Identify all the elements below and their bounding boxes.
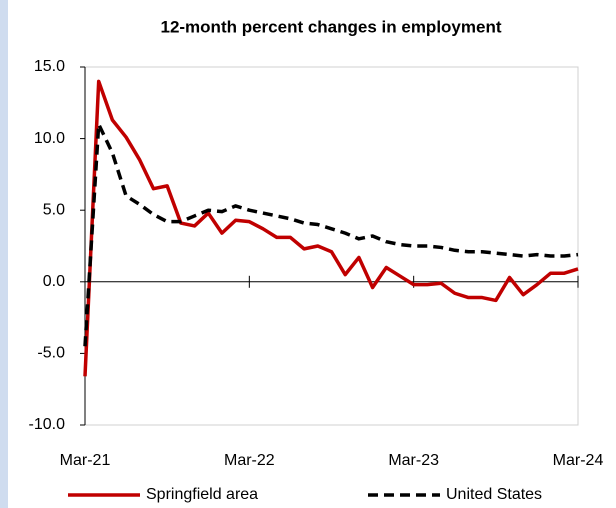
legend-label: Springfield area [146, 486, 258, 503]
y-tick-label: -5.0 [37, 345, 65, 362]
x-tick-label: Mar-24 [553, 452, 604, 469]
series-line [83, 122, 579, 347]
x-tick-label: Mar-22 [224, 452, 275, 469]
plot-frame [84, 66, 579, 426]
y-tick-label: 10.0 [34, 130, 65, 147]
y-tick-label: 15.0 [34, 58, 65, 75]
chart-title: 12-month percent changes in employment [160, 17, 501, 36]
y-tick-label: 5.0 [43, 201, 65, 218]
y-tick-label: 0.0 [43, 273, 65, 290]
legend-label: United States [446, 486, 542, 503]
x-tick-label: Mar-23 [388, 452, 439, 469]
side-strip [0, 0, 8, 508]
series-line [83, 79, 579, 377]
y-tick-label: -10.0 [29, 416, 66, 433]
x-tick-label: Mar-21 [60, 452, 111, 469]
